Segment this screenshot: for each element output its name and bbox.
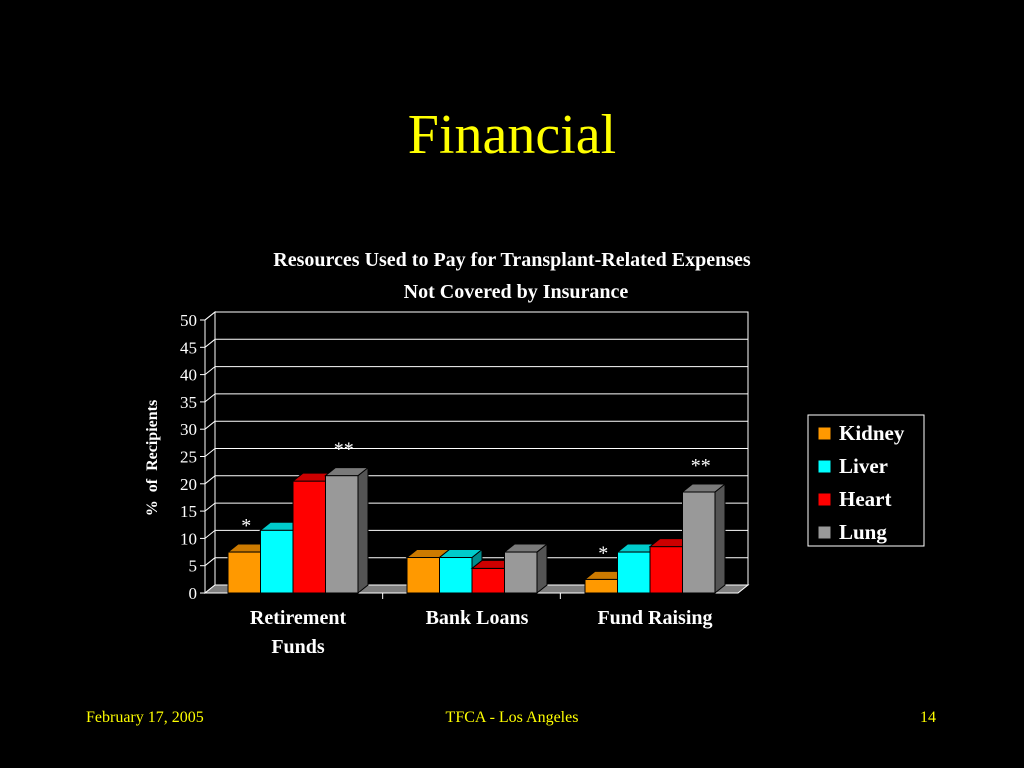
bar — [439, 557, 473, 594]
bar — [649, 546, 683, 594]
footer-date: February 17, 2005 — [86, 709, 204, 726]
annotation-label: ** — [691, 455, 711, 477]
gridline-side — [204, 557, 216, 567]
bar — [617, 551, 651, 594]
legend-swatch — [817, 525, 832, 540]
bar — [260, 529, 294, 594]
legend-label: Heart — [839, 487, 891, 511]
chart-title: Resources Used to Pay for Transplant-Rel… — [273, 249, 751, 271]
y-tick-label: 40 — [180, 366, 197, 385]
bar-chart: Resources Used to Pay for Transplant-Rel… — [144, 249, 925, 658]
bar — [292, 480, 326, 594]
legend-swatch — [817, 426, 832, 441]
footer-center: TFCA - Los Angeles — [445, 709, 579, 726]
gridline-side — [204, 393, 216, 403]
footer-page-number: 14 — [920, 709, 936, 726]
y-tick-label: 5 — [189, 557, 198, 576]
y-tick-label: 10 — [180, 529, 197, 548]
bar — [584, 578, 618, 594]
bar-top — [438, 549, 484, 559]
chart-subtitle: Not Covered by Insurance — [404, 281, 629, 303]
legend-swatch — [817, 492, 832, 507]
bar-side — [714, 482, 726, 595]
gridline-side — [204, 502, 216, 512]
y-axis-label: % of Recipients — [144, 400, 161, 516]
x-tick-label: Funds — [271, 636, 325, 658]
legend-label: Liver — [839, 454, 888, 478]
x-tick-label: Bank Loans — [426, 607, 529, 629]
gridline-side — [204, 420, 216, 430]
annotation-label: ** — [334, 439, 354, 461]
bar-top — [324, 467, 370, 477]
bar — [325, 475, 359, 594]
x-tick-label: Retirement — [250, 607, 347, 629]
gridline-side — [204, 530, 216, 539]
bar-side — [357, 466, 369, 595]
bar — [406, 557, 440, 594]
gridline-side — [204, 366, 216, 375]
y-tick-label: 50 — [180, 311, 197, 330]
gridline-side — [204, 475, 216, 485]
gridline-side — [204, 338, 216, 348]
legend-swatch — [817, 459, 832, 474]
bar — [227, 551, 261, 594]
gridline-side — [204, 448, 216, 457]
bar — [471, 567, 505, 594]
y-tick-label: 20 — [180, 475, 197, 494]
annotation-label: * — [241, 515, 251, 537]
y-tick-label: 0 — [189, 584, 198, 603]
bar — [504, 551, 538, 594]
y-tick-label: 45 — [180, 338, 197, 357]
annotation-label: * — [598, 542, 608, 564]
legend-label: Lung — [839, 520, 887, 544]
legend-label: Kidney — [839, 421, 905, 445]
bar — [682, 491, 716, 594]
gridline-side — [204, 311, 216, 321]
slide-title: Financial — [407, 104, 617, 166]
y-tick-label: 35 — [180, 393, 197, 412]
bar-top — [503, 543, 549, 553]
y-tick-label: 30 — [180, 420, 197, 439]
y-tick-label: 15 — [180, 502, 197, 521]
y-tick-label: 25 — [180, 448, 197, 467]
x-tick-label: Fund Raising — [597, 607, 712, 629]
bar-top — [681, 483, 727, 493]
